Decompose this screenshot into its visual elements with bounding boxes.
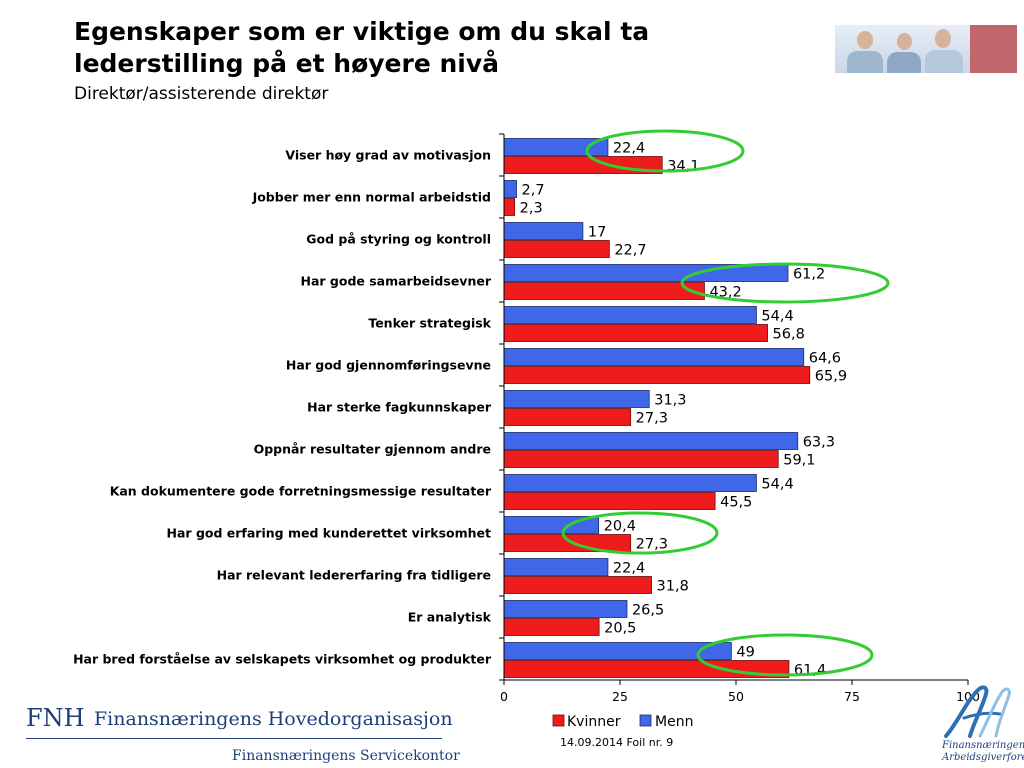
data-label-menn: 22,4 [613, 561, 645, 577]
legend-swatch-kvinner [552, 714, 565, 727]
category-label: Har sterke fagkunnskaper [307, 400, 492, 415]
bar-kvinner [503, 660, 790, 678]
bar-menn [503, 558, 609, 576]
data-label-menn: 54,4 [761, 477, 793, 493]
data-label-menn: 61,2 [793, 267, 825, 283]
fnh-logo-name: Finansnæringens Hovedorganisasjon [94, 708, 453, 730]
bar-chart: Viser høy grad av motivasjon 22,434,1Jobb… [73, 129, 980, 730]
bar-menn [503, 222, 584, 240]
highlight-ellipse [680, 262, 890, 304]
bar-kvinner [503, 576, 652, 594]
title-line-1: Egenskaper som er viktige om du skal ta [74, 17, 650, 46]
data-label-menn: 64,6 [809, 351, 841, 367]
bar-menn [503, 390, 650, 408]
header-photo [835, 25, 1017, 73]
data-label-kvinner: 22,7 [614, 243, 646, 259]
bar-kvinner [503, 534, 632, 552]
bar-menn [503, 474, 757, 492]
x-tick-label: 75 [844, 689, 860, 704]
data-label-kvinner: 27,3 [636, 411, 668, 427]
data-label-menn: 22,4 [613, 141, 645, 157]
fa-logo: Finansnæringens Arbeidsgiverforening [936, 682, 1024, 766]
category-label: Jobber mer enn normal arbeidstid [252, 190, 491, 205]
highlight-ellipse [561, 511, 719, 555]
fa-logo-line2: Arbeidsgiverforening [942, 752, 1024, 763]
category-label: Oppnår resultater gjennom andre [254, 442, 491, 457]
data-label-kvinner: 27,3 [636, 537, 668, 553]
x-tick-label: 50 [728, 689, 744, 704]
data-label-kvinner: 59,1 [783, 453, 815, 469]
category-label: Tenker strategisk [368, 316, 491, 331]
data-label-menn: 26,5 [632, 603, 664, 619]
fnh-servicekontor: Finansnæringens Servicekontor [232, 748, 460, 764]
slide-title: Egenskaper som er viktige om du skal ta … [74, 16, 774, 80]
fnh-logo-rule [26, 738, 442, 739]
legend-swatch-menn [639, 714, 652, 727]
legend-label-kvinner: Kvinner [567, 714, 621, 730]
bar-menn [503, 138, 609, 156]
category-label: Har gode samarbeidsevner [301, 274, 492, 289]
data-label-menn: 49 [736, 645, 754, 661]
data-label-menn: 17 [588, 225, 606, 241]
data-label-menn: 54,4 [761, 309, 793, 325]
title-line-2: lederstilling på et høyere nivå [74, 49, 500, 78]
data-label-kvinner: 65,9 [815, 369, 847, 385]
fnh-logo-abbr: FNH [26, 704, 85, 732]
data-label-menn: 63,3 [803, 435, 835, 451]
category-label: Har god erfaring med kunderettet virksom… [167, 526, 491, 541]
bar-kvinner [503, 492, 716, 510]
data-label-kvinner: 56,8 [773, 327, 805, 343]
bar-kvinner [503, 366, 811, 384]
bar-kvinner [503, 408, 632, 426]
highlight-ellipse [585, 129, 745, 173]
legend-label-menn: Menn [655, 714, 693, 730]
data-label-kvinner: 2,3 [520, 201, 543, 217]
data-label-kvinner: 45,5 [720, 495, 752, 511]
bar-kvinner [503, 282, 705, 300]
bar-menn [503, 306, 757, 324]
bar-kvinner [503, 450, 779, 468]
bar-menn [503, 600, 628, 618]
bar-kvinner [503, 198, 516, 216]
photo-accent-panel [970, 25, 1017, 73]
category-label: God på styring og kontroll [306, 232, 491, 247]
slide-footer: 14.09.2014 Foil nr. 9 [560, 736, 674, 749]
slide-subtitle: Direktør/assisterende direktør [74, 84, 329, 104]
bar-kvinner [503, 618, 600, 636]
fa-logo-line1: Finansnæringens [942, 740, 1024, 751]
bar-menn [503, 348, 805, 366]
category-label: Er analytisk [408, 610, 492, 625]
fnh-logo: FNH Finansnæringens Hovedorganisasjon [26, 704, 453, 744]
photo-people-panel [835, 25, 970, 73]
x-tick-label: 0 [500, 689, 508, 704]
category-label: Har god gjennomføringsevne [286, 358, 491, 373]
category-label: Har bred forståelse av selskapets virkso… [73, 652, 492, 667]
category-label: Har relevant ledererfaring fra tidligere [217, 568, 491, 583]
x-tick-label: 25 [612, 689, 628, 704]
fa-logo-mark [944, 685, 1011, 738]
bar-kvinner [503, 324, 768, 342]
data-label-kvinner: 31,8 [657, 579, 689, 595]
bar-menn [503, 432, 799, 450]
bar-menn [503, 180, 517, 198]
category-label: Viser høy grad av motivasjon [285, 148, 491, 163]
category-label: Kan dokumentere gode forretningsmessige … [110, 484, 492, 499]
bar-menn [503, 264, 789, 282]
bar-kvinner [503, 240, 610, 258]
data-label-menn: 2,7 [522, 183, 545, 199]
highlight-ellipse [696, 633, 874, 677]
data-label-menn: 20,4 [604, 519, 636, 535]
data-label-kvinner: 20,5 [604, 621, 636, 637]
data-label-menn: 31,3 [654, 393, 686, 409]
